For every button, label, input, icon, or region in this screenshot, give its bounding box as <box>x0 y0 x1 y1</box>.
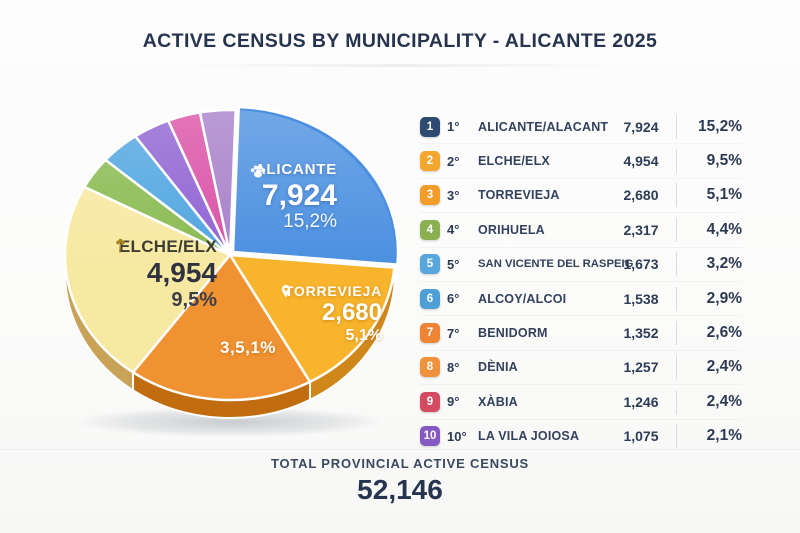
rank-ordinal: 3° <box>447 187 460 203</box>
rank-badge: 5 <box>420 254 440 275</box>
table-row: 3 3° TORREVIEJA 2,680 5,1% <box>420 179 742 214</box>
pie-label-elche-value: 4,954 <box>146 256 217 288</box>
rank-ordinal: 7° <box>447 325 460 341</box>
pie-label-torrevieja-pct: 5,1% <box>345 326 382 344</box>
rank-ordinal: 8° <box>447 359 460 375</box>
rank-badge: 8 <box>420 357 440 378</box>
rank-ordinal: 5° <box>447 256 460 272</box>
pie-chart <box>63 105 400 437</box>
rank-badge: 9 <box>420 391 440 412</box>
column-divider <box>675 252 677 277</box>
column-divider <box>675 183 677 208</box>
table-row: 4 4° ORIHUELA 2,317 4,4% <box>420 213 742 248</box>
title-underline <box>170 64 630 67</box>
pie-chart-area: ALICANTE 7,924 15,2% ELCHE/ELX 4,954 9,5… <box>48 88 423 438</box>
total-label: TOTAL PROVINCIAL ACTIVE CENSUS <box>270 456 530 471</box>
column-divider <box>675 286 677 311</box>
census-value: 7,924 <box>623 118 659 135</box>
footer-divider <box>0 449 800 450</box>
percent-value: 5,1% <box>706 186 742 204</box>
pie-label-extra: 3,5,1% <box>220 338 276 357</box>
pie-label-alicante-value: 7,924 <box>261 178 337 212</box>
percent-value: 2,6% <box>706 324 742 342</box>
municipality-name: DÈNIA <box>478 360 518 375</box>
rank-badge: 2 <box>420 151 440 172</box>
rank-badge: 6 <box>420 288 440 309</box>
census-value: 2,317 <box>623 221 659 238</box>
table-row: 6 6° ALCOY/ALCOI 1,538 2,9% <box>420 282 742 317</box>
percent-value: 3,2% <box>706 255 742 273</box>
pie-label-elche: ELCHE/ELX 4,954 9,5% <box>113 237 217 311</box>
column-divider <box>675 217 677 242</box>
table-row: 2 2° ELCHE/ELX 4,954 9,5% <box>420 144 742 179</box>
rank-ordinal: 9° <box>447 394 460 410</box>
column-divider <box>675 355 677 380</box>
column-divider <box>675 321 677 346</box>
rank-badge: 4 <box>420 219 440 240</box>
pie-label-alicante-name: ALICANTE <box>254 161 337 178</box>
footer: TOTAL PROVINCIAL ACTIVE CENSUS 52,146 <box>0 456 800 506</box>
percent-value: 2,4% <box>706 358 742 376</box>
percent-value: 9,5% <box>706 152 742 170</box>
pie-label-torrevieja: TORREVIEJA 2,680 5,1% <box>279 283 382 345</box>
page-title: ACTIVE CENSUS BY MUNICIPALITY - ALICANTE… <box>142 30 658 52</box>
ranking-list: 1 1° ALICANTE/ALACANT 7,924 15,2% 2 2° E… <box>420 110 742 453</box>
rank-ordinal: 4° <box>447 222 460 238</box>
table-row: 1 1° ALICANTE/ALACANT 7,924 15,2% <box>420 110 742 145</box>
column-divider <box>675 424 677 449</box>
rank-badge: 10 <box>420 426 440 447</box>
pie-label-alicante: ALICANTE 7,924 15,2% <box>249 161 337 232</box>
rank-ordinal: 2° <box>447 153 460 169</box>
table-row: 7 7° BENIDORM 1,352 2,6% <box>420 316 742 351</box>
rank-badge: 1 <box>420 116 440 137</box>
table-row: 10 10° LA VILA JOIOSA 1,075 2,1% <box>420 420 742 453</box>
census-value: 1,075 <box>623 428 659 445</box>
percent-value: 2,4% <box>706 392 742 410</box>
census-value: 4,954 <box>623 153 659 170</box>
percent-value: 15,2% <box>698 117 742 135</box>
column-divider <box>675 389 677 414</box>
pie-label-elche-name: ELCHE/ELX <box>118 237 217 256</box>
pie-label-torrevieja-name: TORREVIEJA <box>284 283 382 299</box>
census-value: 1,246 <box>623 393 659 410</box>
pie-label-torrevieja-value: 2,680 <box>321 299 382 327</box>
pie-label-alicante-pct: 15,2% <box>283 210 337 232</box>
census-value: 1,257 <box>623 359 659 376</box>
municipality-name: SAN VICENTE DEL RASPEIG <box>478 258 634 271</box>
column-divider <box>675 114 677 139</box>
total-value: 52,146 <box>357 474 443 505</box>
municipality-name: ALICANTE/ALACANT <box>478 119 609 134</box>
rank-ordinal: 10° <box>447 428 467 444</box>
municipality-name: BENIDORM <box>478 326 548 341</box>
percent-value: 2,9% <box>706 289 742 307</box>
table-row: 8 8° DÈNIA 1,257 2,4% <box>420 351 742 386</box>
table-row: 5 5° SAN VICENTE DEL RASPEIG 1,673 3,2% <box>420 248 742 282</box>
municipality-name: XÀBIA <box>478 394 518 409</box>
percent-value: 2,1% <box>706 427 742 445</box>
municipality-name: ORIHUELA <box>478 222 545 237</box>
table-row: 9 9° XÀBIA 1,246 2,4% <box>420 385 742 420</box>
census-value: 1,538 <box>623 290 659 307</box>
rank-badge: 3 <box>420 185 440 206</box>
municipality-name: LA VILA JOIOSA <box>478 429 580 444</box>
municipality-name: TORREVIEJA <box>478 188 560 203</box>
rank-ordinal: 6° <box>447 291 460 307</box>
municipality-name: ELCHE/ELX <box>478 154 550 169</box>
percent-value: 4,4% <box>706 220 742 238</box>
municipality-name: ALCOY/ALCOI <box>478 291 567 306</box>
rank-ordinal: 1° <box>447 119 460 135</box>
census-value: 1,673 <box>623 256 659 273</box>
census-value: 2,680 <box>623 187 659 204</box>
census-value: 1,352 <box>623 325 659 342</box>
rank-badge: 7 <box>420 323 440 344</box>
column-divider <box>675 149 677 174</box>
pie-label-elche-pct: 9,5% <box>171 288 217 311</box>
